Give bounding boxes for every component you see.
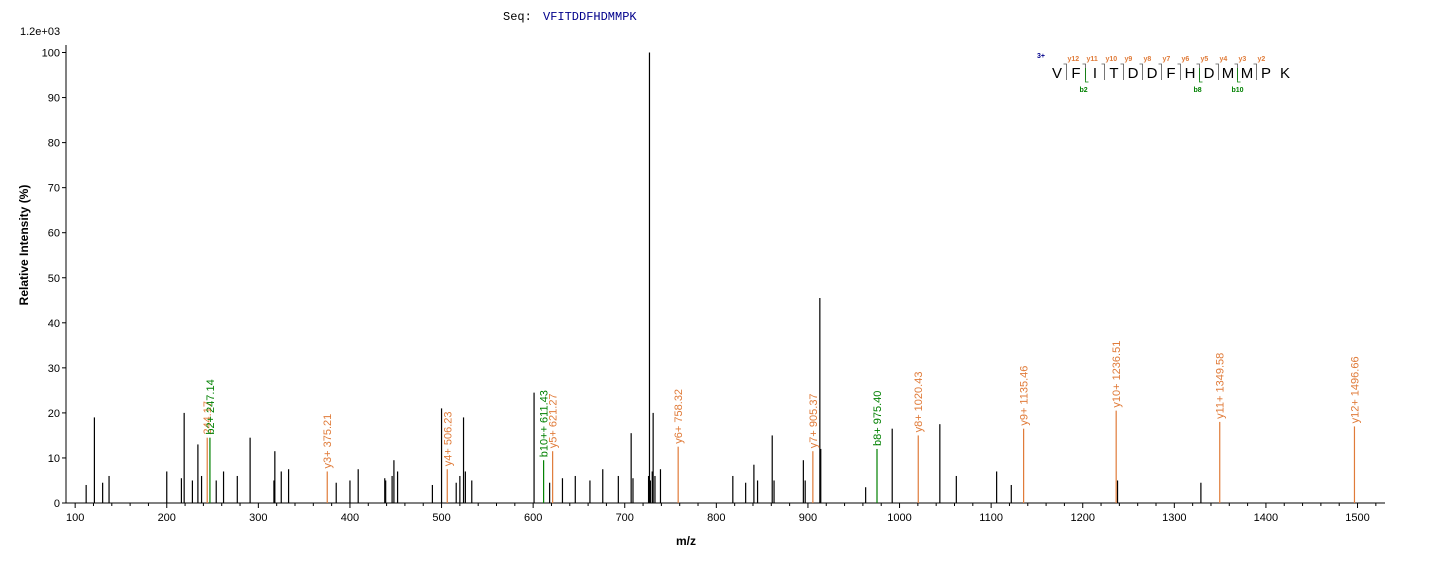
y-ion-marker: y11: [1087, 56, 1098, 63]
y-cleavage-mark: [1101, 63, 1105, 80]
y-ion-label: y11+ 1349.58: [1215, 353, 1227, 419]
y-cleavage-mark: [1158, 63, 1162, 80]
y-ion-label: 244.17: [202, 401, 214, 435]
x-tick-label: 900: [799, 512, 817, 524]
x-axis-title: m/z: [676, 534, 696, 548]
y-ion-marker: y5: [1201, 56, 1209, 63]
b-ion-label: b10++ 611.43: [539, 390, 551, 457]
residue-d: D: [1128, 65, 1139, 82]
x-ticks: 100 200 300 400 500 600 700 800 900 1000 1100 1200 1…: [66, 503, 1377, 524]
y-tick-label: 20: [48, 408, 60, 420]
y-tick-label: 50: [48, 273, 60, 285]
y-tick-label: 40: [48, 318, 60, 330]
residue-t: T: [1109, 65, 1118, 82]
y-ion-marker: y12: [1068, 56, 1080, 63]
b-ion-label: b8+ 975.40: [872, 391, 884, 446]
y-ion-label: y8+ 1020.43: [913, 372, 925, 433]
x-tick-label: 300: [249, 512, 267, 524]
b-cleavage-mark: [1085, 68, 1089, 83]
scale-label: 1.2e+03: [20, 26, 60, 38]
y-ion-label: y10+ 1236.51: [1111, 341, 1123, 408]
y-cleavage-mark: [1215, 63, 1219, 80]
sequence-prefix: Seq:: [503, 10, 532, 24]
y-tick-label: 70: [48, 183, 60, 195]
b-cleavage-mark: [1199, 68, 1203, 83]
x-tick-label: 1000: [887, 512, 911, 524]
y-cleavage-mark: [1063, 63, 1067, 80]
residue-f: F: [1071, 65, 1080, 82]
y-ion-marker: y3: [1239, 56, 1247, 63]
b-ion-label: b2+ 247.14: [205, 379, 217, 434]
x-tick-label: 400: [341, 512, 359, 524]
x-tick-label: 1200: [1070, 512, 1094, 524]
b-ion-marker: b2: [1080, 87, 1088, 94]
y-tick-label: 80: [48, 138, 60, 150]
y-ion-marker: y6: [1182, 56, 1190, 63]
y-tick-label: 60: [48, 228, 60, 240]
x-tick-label: 1500: [1345, 512, 1369, 524]
residue-k: K: [1280, 65, 1290, 82]
y-ion-label: y7+ 905.37: [808, 393, 820, 448]
y-ion-marker: y2: [1258, 56, 1266, 63]
y-ion-marker: y7: [1163, 56, 1171, 63]
residue-h: H: [1185, 65, 1196, 82]
y-tick-label: 0: [54, 498, 60, 510]
residue-p: P: [1261, 65, 1271, 82]
x-tick-label: 1100: [979, 512, 1003, 524]
y-ion-marker: y10: [1106, 56, 1118, 63]
y-cleavage-mark: [1177, 63, 1181, 80]
b-ion-marker: b8: [1194, 87, 1202, 94]
y-cleavage-mark: [1196, 63, 1200, 80]
x-tick-label: 1300: [1162, 512, 1186, 524]
y-cleavage-mark: [1120, 63, 1124, 80]
y-cleavage-mark: [1234, 63, 1238, 80]
y-tick-label: 30: [48, 363, 60, 375]
y-tick-label: 10: [48, 453, 60, 465]
residue-m: M: [1222, 65, 1235, 82]
y-ion-marker: y4: [1220, 56, 1228, 63]
y-ion-label: y4+ 506.23: [442, 411, 454, 466]
b-ion-marker: b10: [1232, 87, 1244, 94]
y-cleavage-mark: [1139, 63, 1143, 80]
x-tick-label: 500: [432, 512, 450, 524]
peak-series: [85, 52, 1202, 503]
b-cleavage-mark: [1237, 68, 1241, 83]
x-tick-label: 1400: [1254, 512, 1278, 524]
x-tick-label: 700: [616, 512, 634, 524]
y-ion-label: y5+ 621.27: [548, 393, 560, 448]
y-tick-label: 90: [48, 93, 60, 105]
y-ion-marker: y8: [1144, 56, 1152, 63]
y-ion-label: y12+ 1496.66: [1349, 356, 1361, 423]
y-ion-label: y3+ 375.21: [322, 414, 334, 469]
residue-i: I: [1093, 65, 1097, 82]
residue-d: D: [1204, 65, 1215, 82]
y-ion-label: y6+ 758.32: [673, 389, 685, 444]
y-cleavage-mark: [1253, 63, 1257, 80]
x-tick-label: 600: [524, 512, 542, 524]
residue-v: V: [1052, 65, 1062, 82]
y-ion-label: y9+ 1135.46: [1019, 366, 1031, 426]
y-tick-label: 100: [42, 48, 60, 60]
y-cleavage-mark: [1082, 63, 1086, 80]
y-ticks: 0 10 20 30 40 50 60 70 80 90 100: [42, 48, 66, 510]
y-axis-title: Relative Intensity (%): [17, 185, 31, 306]
residue-d: D: [1147, 65, 1158, 82]
residue-m: M: [1241, 65, 1254, 82]
x-tick-label: 100: [66, 512, 84, 524]
residue-f: F: [1166, 65, 1175, 82]
x-tick-label: 200: [158, 512, 176, 524]
y-ion-marker: y9: [1125, 56, 1133, 63]
x-tick-label: 800: [707, 512, 725, 524]
charge-state: 3+: [1037, 53, 1045, 60]
sequence-value: VFITDDFHDMMPK: [543, 10, 637, 24]
